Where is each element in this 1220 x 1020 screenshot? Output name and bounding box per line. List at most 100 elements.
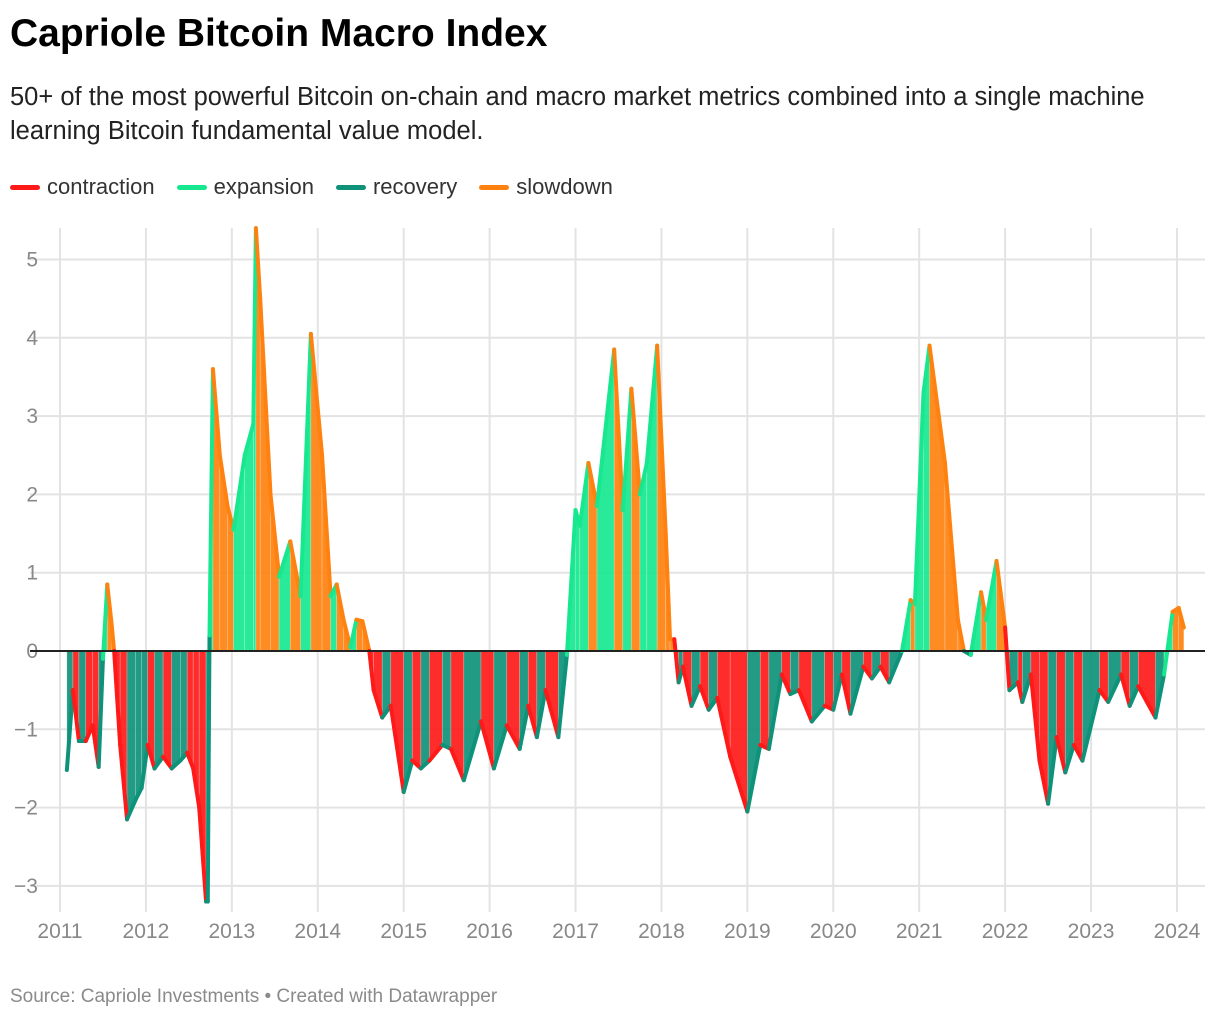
line-segment-contraction	[526, 703, 539, 740]
line-segment-contraction	[145, 742, 157, 771]
y-tick-label: 2	[26, 483, 38, 506]
line-segment-expansion	[100, 582, 110, 661]
line-segment-expansion	[242, 421, 256, 458]
y-tick-label: −3	[14, 875, 38, 898]
line-segment-contraction	[672, 637, 681, 685]
line-segment-recovery	[1106, 672, 1124, 704]
y-tick-label: 3	[26, 405, 38, 428]
legend-item-slowdown: slowdown	[479, 174, 613, 200]
x-tick-label: 2017	[552, 920, 599, 943]
line-segment-expansion	[577, 461, 591, 528]
line-segment-slowdown	[258, 296, 273, 497]
area-segment-contraction	[162, 650, 172, 770]
line-segment-expansion	[921, 343, 932, 395]
line-segment-contraction	[448, 746, 466, 783]
line-segment-expansion	[348, 617, 359, 650]
area-segment-recovery	[154, 650, 164, 770]
line-segment-expansion	[251, 226, 258, 426]
area-segment-recovery	[126, 650, 136, 820]
legend-item-recovery: recovery	[335, 174, 457, 200]
y-tick-label: −1	[14, 718, 38, 741]
line-segment-slowdown	[586, 461, 599, 509]
source-note: Source: Capriole Investments • Created w…	[10, 986, 498, 1007]
line-segment-recovery	[809, 703, 827, 724]
legend-label: expansion	[213, 174, 314, 199]
line-segment-expansion	[644, 343, 660, 466]
line-segment-recovery	[152, 754, 166, 771]
line-segment-recovery	[831, 672, 844, 712]
x-tick-label: 2019	[724, 920, 771, 943]
line-segment-contraction	[1003, 625, 1012, 693]
line-segment-recovery	[556, 652, 569, 740]
line-segment-slowdown	[655, 343, 668, 536]
legend-swatch	[176, 184, 207, 190]
line-segment-slowdown	[360, 619, 372, 653]
line-segment-contraction	[1037, 758, 1051, 806]
area-segment-recovery	[135, 650, 142, 800]
line-segment-contraction	[1119, 672, 1132, 708]
area-segment-contraction	[411, 650, 422, 770]
x-tick-label: 2013	[208, 920, 255, 943]
line-segment-contraction	[367, 649, 376, 693]
x-tick-label: 2022	[982, 920, 1029, 943]
y-tick-label: 4	[26, 327, 38, 350]
line-segment-contraction	[680, 664, 694, 708]
line-segment-contraction	[197, 805, 209, 904]
line-segment-slowdown	[1176, 605, 1186, 630]
x-tick-label: 2016	[466, 920, 513, 943]
area-segment-contraction	[186, 650, 194, 769]
line-segment-recovery	[1046, 735, 1059, 806]
chart-title: Capriole Bitcoin Macro Index	[10, 12, 548, 55]
line-segment-recovery	[125, 797, 138, 822]
line-segment-expansion	[912, 390, 926, 607]
line-segment-contraction	[878, 664, 892, 685]
x-tick-label: 2018	[638, 920, 685, 943]
line-segment-contraction	[504, 723, 522, 751]
line-segment-slowdown	[629, 386, 642, 497]
line-segment-slowdown	[320, 453, 333, 599]
y-tick-label: −2	[14, 797, 38, 820]
line-segment-contraction	[161, 754, 174, 771]
line-segment-recovery	[1127, 684, 1141, 708]
line-segment-recovery	[745, 742, 763, 814]
legend-item-contraction: contraction	[10, 174, 155, 200]
line-segment-slowdown	[217, 453, 230, 509]
line-segment-contraction	[371, 688, 385, 720]
legend-label: slowdown	[516, 174, 613, 199]
line-segment-contraction	[112, 649, 123, 747]
line-segment-recovery	[1153, 672, 1167, 720]
line-segment-slowdown	[955, 617, 966, 653]
x-tick-label: 2021	[896, 920, 943, 943]
line-segment-expansion	[637, 461, 649, 497]
line-segment-contraction	[698, 684, 711, 712]
line-segment-slowdown	[612, 347, 625, 513]
line-segment-recovery	[401, 758, 415, 794]
line-segment-slowdown	[308, 331, 325, 458]
line-segment-expansion	[564, 508, 578, 657]
line-segment-contraction	[427, 742, 445, 763]
line-segment-recovery	[133, 786, 144, 802]
line-segment-expansion	[277, 539, 293, 579]
line-segment-recovery	[461, 719, 484, 783]
line-segment-contraction	[861, 664, 874, 681]
line-segment-expansion	[1162, 609, 1175, 677]
y-tick-label: 5	[26, 249, 38, 272]
line-segment-slowdown	[927, 343, 947, 466]
legend-swatch	[479, 184, 510, 190]
line-segment-slowdown	[334, 582, 346, 622]
line-segment-slowdown	[268, 492, 282, 579]
area-segment-recovery	[442, 650, 452, 750]
line-segment-expansion	[900, 598, 913, 653]
area-segment-contraction	[759, 650, 770, 750]
line-segment-slowdown	[341, 617, 353, 650]
line-segment-contraction	[118, 742, 130, 822]
line-segment-expansion	[207, 367, 215, 638]
area-segment-recovery	[790, 650, 800, 695]
line-segment-slowdown	[109, 621, 117, 653]
line-segment-contraction	[728, 754, 750, 814]
line-segment-recovery	[205, 633, 212, 904]
line-segment-recovery	[887, 649, 905, 685]
line-segment-contraction	[70, 688, 81, 744]
line-segment-contraction	[1136, 684, 1158, 720]
line-segment-expansion	[298, 331, 313, 599]
